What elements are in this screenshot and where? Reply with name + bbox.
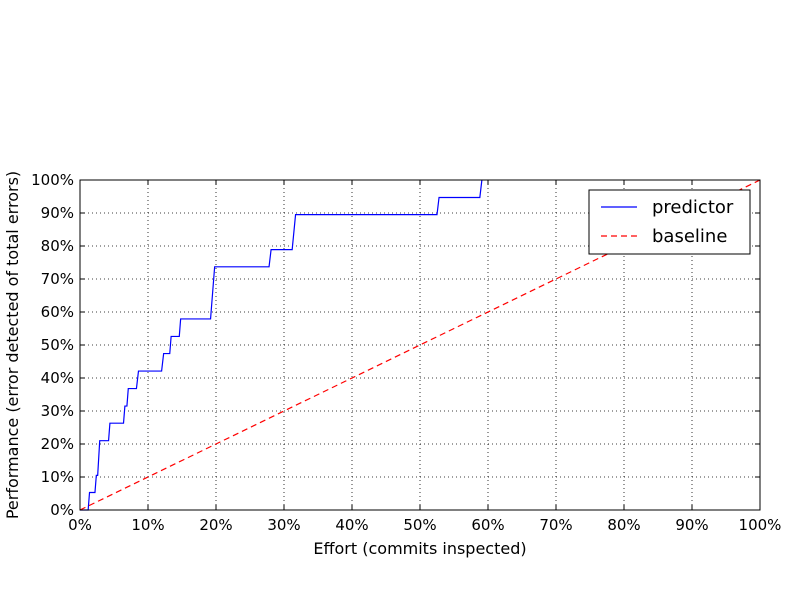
y-tick-label: 40% — [41, 369, 74, 387]
y-tick-label: 100% — [31, 171, 74, 189]
x-tick-label: 100% — [739, 516, 782, 534]
series-baseline — [79, 179, 761, 511]
y-tick-label: 10% — [41, 468, 74, 486]
x-tick-label: 20% — [199, 516, 232, 534]
y-tick-label: 70% — [41, 270, 74, 288]
plot-area — [79, 179, 761, 511]
y-tick-label: 60% — [41, 303, 74, 321]
y-tick-label: 30% — [41, 402, 74, 420]
x-tick-label: 0% — [68, 516, 92, 534]
x-tick-label: 30% — [267, 516, 300, 534]
y-tick-label: 80% — [41, 237, 74, 255]
x-tick-label: 50% — [403, 516, 436, 534]
y-tick-label: 50% — [41, 336, 74, 354]
legend-label-predictor: predictor — [652, 197, 734, 218]
legend-label-baseline: baseline — [652, 226, 727, 247]
x-tick-label: 90% — [675, 516, 708, 534]
ticks: 0% 10% 20% 30% 40% 50% 60% 70% 80% 90% 100% 0% 10% 20… — [31, 171, 781, 534]
y-tick-label: 20% — [41, 435, 74, 453]
x-tick-label: 70% — [539, 516, 572, 534]
x-tick-label: 40% — [335, 516, 368, 534]
x-tick-label: 80% — [607, 516, 640, 534]
legend: predictor baseline — [588, 189, 751, 255]
x-axis-label: Effort (commits inspected) — [313, 539, 526, 558]
y-axis-label: Performance (error detected of total err… — [3, 171, 22, 519]
x-tick-label: 10% — [131, 516, 164, 534]
x-tick-label: 60% — [471, 516, 504, 534]
grid — [80, 180, 760, 510]
legend-box — [588, 189, 751, 255]
series-predictor — [80, 179, 483, 511]
y-tick-label: 0% — [50, 501, 74, 519]
y-tick-label: 90% — [41, 204, 74, 222]
